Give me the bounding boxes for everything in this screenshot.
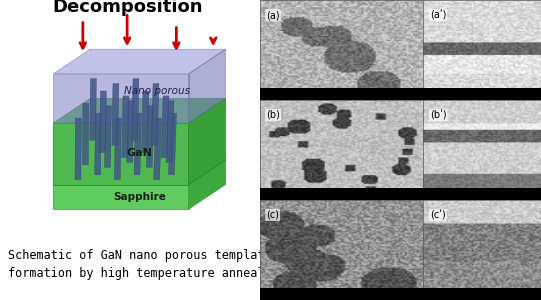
Polygon shape — [100, 91, 107, 152]
Polygon shape — [189, 160, 226, 209]
Polygon shape — [54, 184, 189, 209]
Polygon shape — [146, 106, 154, 167]
Polygon shape — [122, 96, 129, 158]
Polygon shape — [151, 84, 159, 145]
Text: (bʹ): (bʹ) — [430, 110, 446, 120]
Polygon shape — [54, 98, 226, 123]
Polygon shape — [154, 118, 161, 180]
Text: (a): (a) — [266, 10, 280, 20]
Text: Nano porous: Nano porous — [124, 86, 190, 96]
Text: (aʹ): (aʹ) — [430, 10, 446, 20]
Polygon shape — [95, 113, 101, 175]
Text: Sapphire: Sapphire — [113, 192, 166, 202]
Polygon shape — [82, 103, 89, 165]
Text: (cʹ): (cʹ) — [430, 210, 446, 220]
Text: (c): (c) — [266, 210, 279, 220]
Polygon shape — [131, 79, 139, 140]
Polygon shape — [104, 106, 111, 167]
Polygon shape — [90, 79, 96, 140]
Polygon shape — [168, 113, 176, 175]
Polygon shape — [189, 98, 226, 184]
Polygon shape — [54, 160, 226, 184]
Polygon shape — [114, 118, 121, 180]
Polygon shape — [161, 96, 169, 158]
Polygon shape — [134, 113, 141, 175]
Text: GaN: GaN — [127, 148, 153, 158]
Polygon shape — [189, 49, 226, 123]
Polygon shape — [112, 84, 119, 145]
Text: Decomposition: Decomposition — [52, 0, 202, 16]
Text: Schematic of GaN nano porous template
formation by high temperature annealing: Schematic of GaN nano porous template fo… — [8, 249, 286, 280]
Polygon shape — [141, 91, 149, 152]
Polygon shape — [54, 49, 226, 74]
Polygon shape — [75, 118, 81, 180]
Polygon shape — [54, 123, 189, 184]
Text: (b): (b) — [266, 110, 280, 120]
Polygon shape — [127, 101, 134, 162]
Polygon shape — [166, 101, 174, 162]
Polygon shape — [54, 74, 189, 123]
